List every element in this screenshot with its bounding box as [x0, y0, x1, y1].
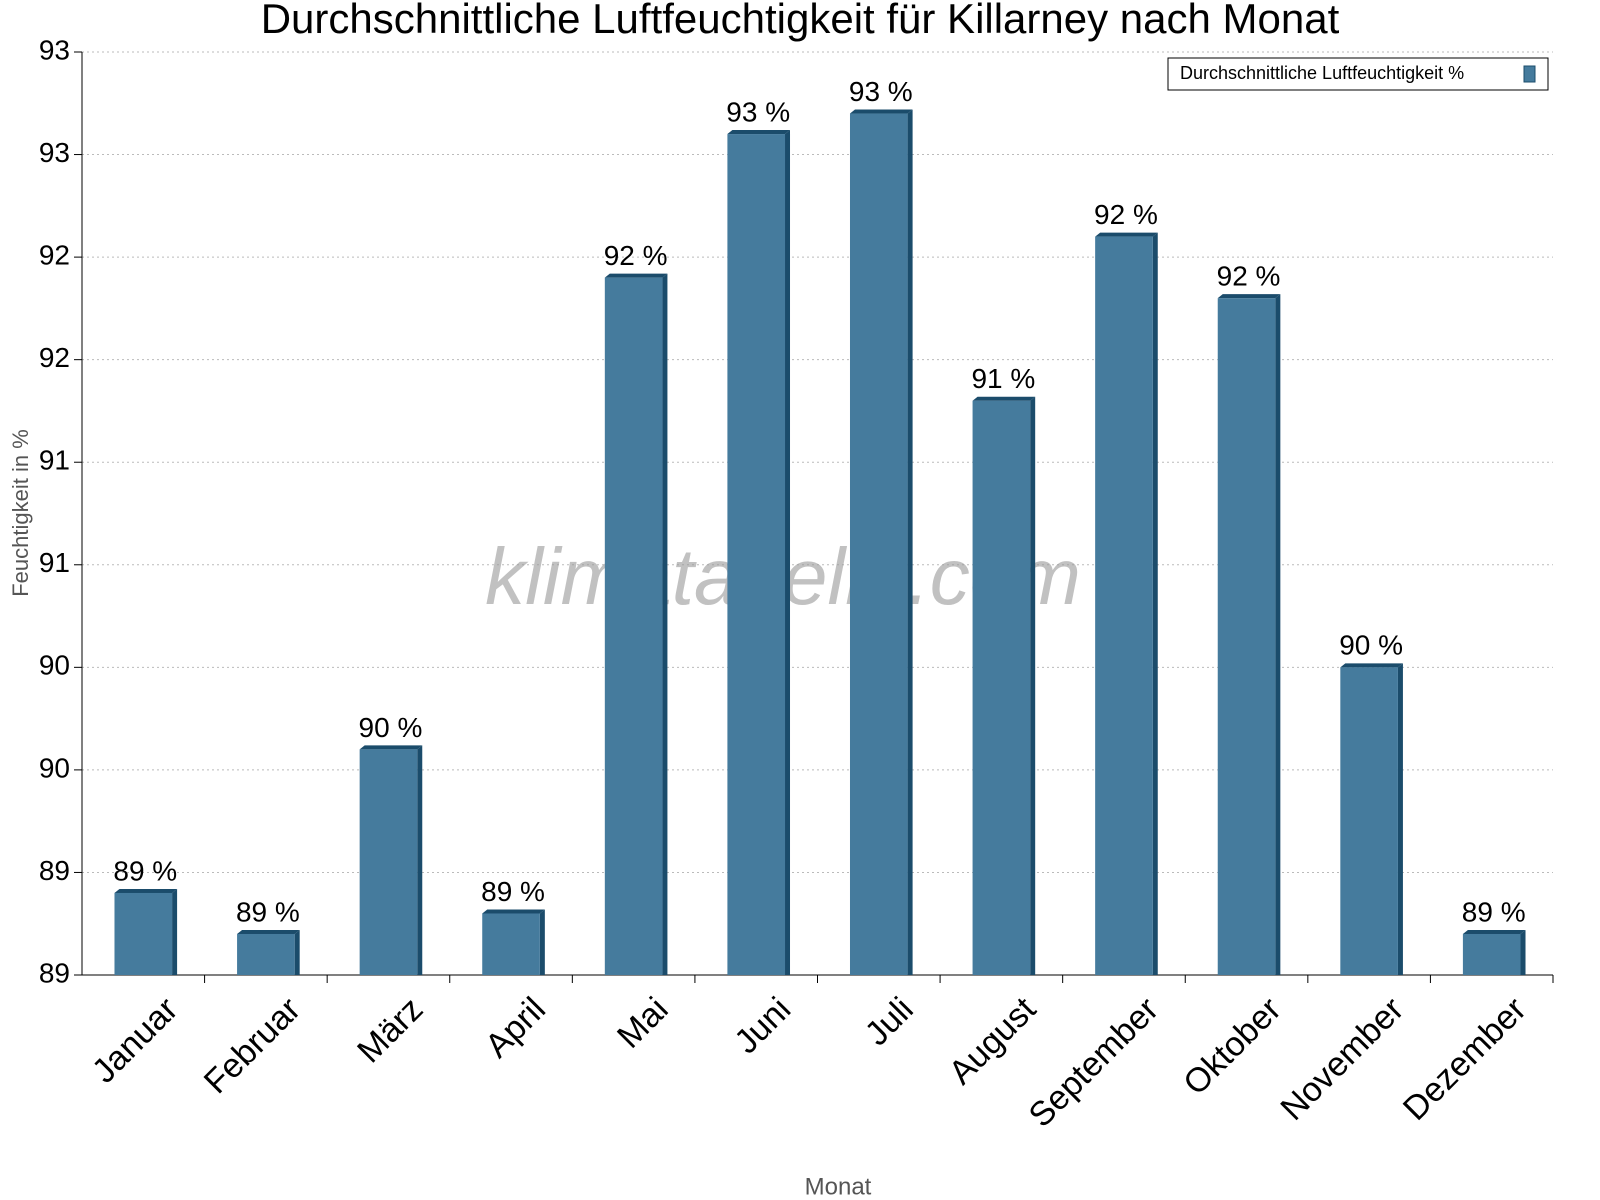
chart-title: Durchschnittliche Luftfeuchtigkeit für K… — [261, 0, 1340, 42]
value-label: 90 % — [1339, 630, 1403, 661]
y-tick-label: 93 — [39, 34, 70, 65]
y-tick-label: 89 — [39, 957, 70, 988]
x-tick-label: September — [1021, 990, 1165, 1134]
bar — [359, 749, 418, 975]
bar-side — [1275, 294, 1281, 976]
bar-side — [1152, 232, 1158, 976]
bar-side — [785, 130, 791, 976]
bar-side — [1030, 396, 1036, 975]
bar-top — [849, 109, 913, 114]
bar — [1095, 236, 1153, 976]
bar — [604, 277, 663, 976]
legend: Durchschnittliche Luftfeuchtigkeit % — [1167, 57, 1549, 91]
legend-box — [1167, 57, 1549, 91]
bar-side — [172, 888, 178, 975]
value-label: 93 % — [726, 96, 790, 127]
bar-top — [1462, 929, 1526, 934]
value-label: 89 % — [113, 855, 177, 886]
bar-top — [1217, 294, 1281, 299]
bar — [727, 134, 786, 976]
bar-top — [972, 396, 1036, 401]
x-tick-label: Mai — [610, 990, 676, 1056]
x-tick-label: Oktober — [1176, 990, 1288, 1102]
x-tick-label: Dezember — [1396, 990, 1534, 1128]
x-tick-label: März — [350, 990, 430, 1070]
y-tick-label: 90 — [39, 650, 70, 681]
y-tick-label: 92 — [39, 240, 70, 271]
bar-top — [727, 130, 791, 135]
x-tick-label: November — [1273, 990, 1411, 1128]
value-label: 91 % — [971, 363, 1035, 394]
y-tick-label: 91 — [39, 547, 70, 578]
bar — [237, 933, 295, 975]
bar — [114, 892, 173, 975]
x-tick-label: August — [942, 990, 1044, 1092]
bar — [972, 400, 1031, 975]
bar — [482, 913, 540, 975]
bar-top — [359, 745, 423, 750]
value-label: 92 % — [604, 240, 668, 271]
value-label: 92 % — [1217, 261, 1281, 292]
y-tick-label: 91 — [39, 445, 70, 476]
bar-side — [294, 929, 300, 975]
bar-side — [662, 273, 668, 976]
bar-side — [907, 109, 913, 976]
bar — [1340, 667, 1398, 975]
value-label: 89 % — [1462, 896, 1526, 927]
legend-label: Durchschnittliche Luftfeuchtigkeit % — [1180, 63, 1464, 83]
bar-side — [1520, 929, 1526, 975]
y-tick-label: 90 — [39, 752, 70, 783]
bar-top — [482, 909, 545, 914]
bar-side — [417, 745, 423, 975]
x-tick-label: Juli — [858, 990, 921, 1053]
bar-top — [237, 929, 300, 934]
bar-side — [1397, 663, 1403, 975]
x-tick-label: Juni — [727, 990, 798, 1061]
legend-swatch — [1523, 65, 1536, 83]
x-axis-label: Monat — [805, 1173, 872, 1200]
y-tick-label: 89 — [39, 855, 70, 886]
value-label: 89 % — [481, 876, 545, 907]
x-tick-label: April — [478, 990, 553, 1065]
value-label: 90 % — [359, 712, 423, 743]
bar-top — [114, 888, 178, 893]
value-label: 93 % — [849, 76, 913, 107]
x-tick-label: Februar — [197, 990, 308, 1101]
bar-top — [604, 273, 668, 278]
bar — [1462, 933, 1521, 975]
bar-top — [1340, 663, 1403, 668]
y-tick-label: 93 — [39, 137, 70, 168]
bar — [849, 113, 908, 976]
y-axis-label: Feuchtigkeit in % — [8, 429, 33, 597]
value-label: 89 % — [236, 896, 300, 927]
x-tick-label: Januar — [85, 990, 185, 1090]
value-label: 92 % — [1094, 199, 1158, 230]
bar — [1217, 298, 1276, 976]
y-tick-label: 92 — [39, 342, 70, 373]
bar-top — [1095, 232, 1158, 237]
bar-side — [539, 909, 545, 975]
